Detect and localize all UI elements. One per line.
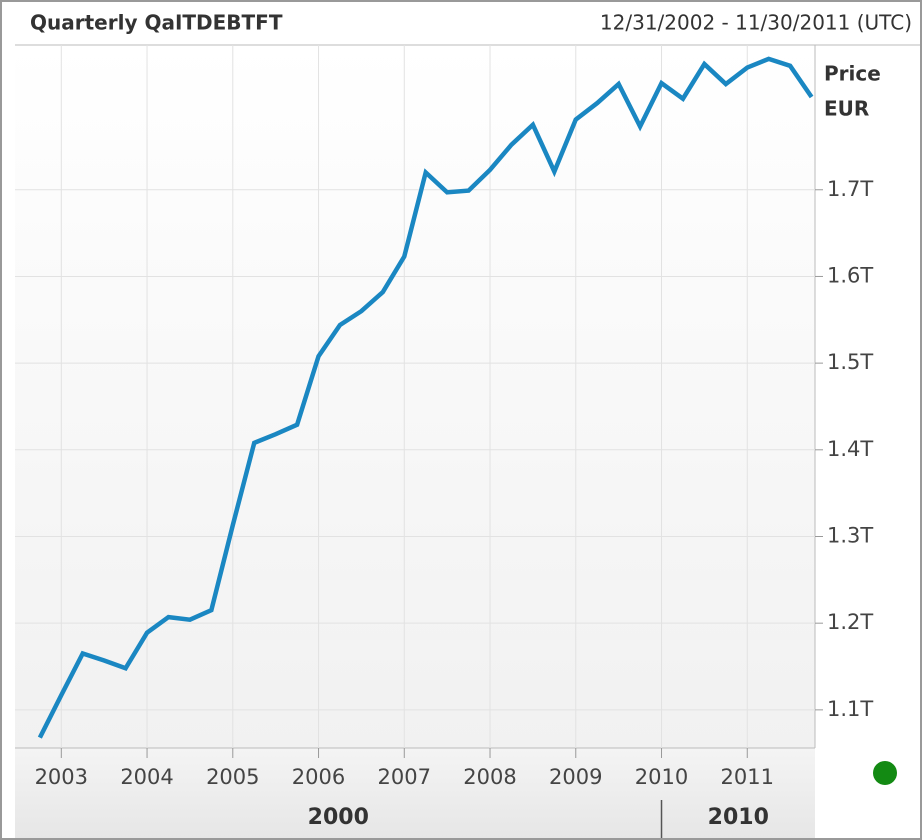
- y-tick-label: 1.7T: [827, 177, 873, 201]
- x-tick-label: 2006: [292, 765, 345, 789]
- x-tick-label: 2007: [378, 765, 431, 789]
- x-tick-label: 2009: [549, 765, 602, 789]
- x-group-label: 2000: [308, 805, 369, 830]
- y-tick-label: 1.4T: [827, 437, 873, 461]
- date-range: 12/31/2002 - 11/30/2011 (UTC): [600, 11, 912, 35]
- y-axis-unit: EUR: [824, 97, 869, 121]
- y-tick-label: 1.3T: [827, 523, 873, 547]
- x-tick-label: 2003: [35, 765, 88, 789]
- x-tick-label: 2010: [635, 765, 688, 789]
- y-axis-label: Price: [824, 62, 881, 86]
- x-tick-label: 2004: [120, 765, 173, 789]
- x-tick-label: 2008: [463, 765, 516, 789]
- y-tick-label: 1.6T: [827, 263, 873, 287]
- chart-title: Quarterly QaITDEBTFT: [30, 11, 283, 35]
- y-tick-label: 1.1T: [827, 697, 873, 721]
- y-tick-label: 1.2T: [827, 610, 873, 634]
- x-tick-label: 2011: [721, 765, 774, 789]
- x-tick-label: 2005: [206, 765, 259, 789]
- x-group-label: 2010: [708, 805, 769, 830]
- y-tick-label: 1.5T: [827, 350, 873, 374]
- axis-area: [15, 748, 815, 840]
- plot-area: [15, 45, 815, 748]
- data-line: [37, 56, 814, 739]
- status-indicator: [873, 761, 897, 785]
